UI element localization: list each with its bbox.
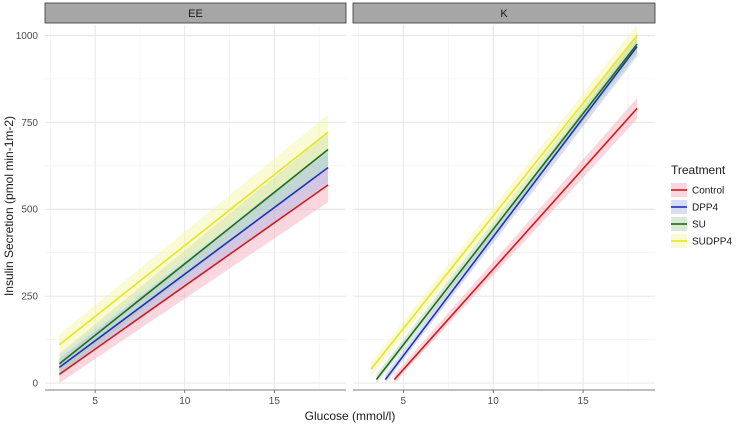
series-line-control [58,184,329,376]
x-tick-label: 10 [179,396,191,407]
x-axis-title: Glucose (mmol/l) [305,409,396,423]
confidence-band-su [59,132,329,375]
axes-layer: 5 10 15 5 10 15 0 250 500 750 1000 [16,31,655,407]
panels-layer: EE K [44,2,656,390]
legend-item-control: Control [671,183,724,197]
facet-strip [352,2,656,24]
x-tick-label: 15 [269,396,281,407]
legend-label: Control [692,186,724,197]
confidence-band-sudpp4 [59,114,329,356]
x-tick-label: 15 [578,396,590,407]
facet-strip-label: K [500,8,508,20]
series-line-sudpp4 [58,131,329,346]
legend-label: SU [692,220,706,231]
x-tick-label: 5 [92,396,98,407]
x-tick-label: 5 [401,396,407,407]
legend-label: DPP4 [692,203,719,214]
series-line-su [58,148,329,365]
confidence-band-sudpp4 [370,25,638,377]
legend-item-sudpp4: SUDPP4 [671,234,732,248]
legend-item-su: SU [671,217,706,231]
legend: Treatment Control DPP4 SU SUDPP4 [671,163,732,248]
confidence-band-control [394,98,638,384]
panel-ee: EE [44,2,347,390]
series-line-sudpp4 [370,34,638,370]
facet-strip [44,2,347,24]
x-tick-label: 10 [488,396,500,407]
gridlines [353,25,655,390]
legend-title: Treatment [671,163,726,177]
y-tick-label: 250 [21,292,38,303]
legend-item-dpp4: DPP4 [671,200,719,214]
y-tick-label: 750 [21,118,38,129]
gridlines [45,25,346,390]
series-line-su [375,43,638,381]
series-line-dpp4 [58,166,329,369]
confidence-band-dpp4 [59,151,329,377]
legend-label: SUDPP4 [692,237,732,248]
y-tick-label: 1000 [16,31,39,42]
y-tick-label: 500 [21,205,38,216]
y-tick-label: 0 [32,379,38,390]
confidence-band-control [59,167,329,384]
series-line-control [393,107,638,381]
y-axis-title: Insulin Secretion (pmol min-1m-2) [2,116,16,296]
series-line-dpp4 [384,46,638,381]
facet-strip-label: EE [188,8,203,20]
panel-k: K [352,2,656,390]
